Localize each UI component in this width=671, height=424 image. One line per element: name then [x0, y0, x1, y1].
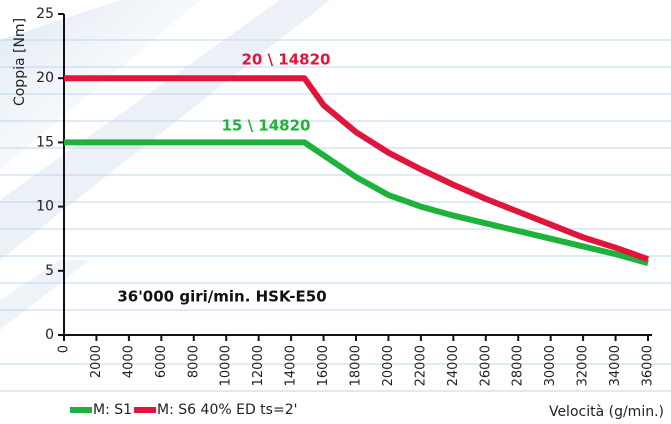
x-tick-label: 20000 [381, 345, 396, 386]
x-tick-label: 8000 [186, 345, 201, 378]
y-tick-label: 25 [36, 6, 54, 22]
y-tick-label: 15 [36, 134, 54, 150]
annotation: 36'000 giri/min. HSK-E50 [117, 288, 326, 306]
x-tick-label: 16000 [316, 345, 331, 386]
x-tick-label: 12000 [251, 345, 266, 386]
legend-label: M: S1 [93, 402, 132, 418]
x-tick-label: 14000 [284, 345, 299, 386]
x-tick-label: 28000 [511, 345, 526, 386]
annotation: 20 \ 14820 [242, 51, 331, 69]
y-tick-label: 5 [45, 263, 54, 279]
legend-label: M: S6 40% ED ts=2' [157, 402, 297, 418]
x-axis-label: Velocità (g/min.) [549, 404, 664, 420]
y-tick-label: 10 [36, 199, 54, 215]
y-tick-label: 20 [36, 70, 54, 86]
x-tick-label: 30000 [543, 345, 558, 386]
series-line [64, 75, 650, 263]
x-tick-label: 36000 [641, 345, 656, 386]
x-tick-label: 0 [57, 345, 72, 353]
x-tick-label: 10000 [219, 345, 234, 386]
y-tick-label: 0 [45, 327, 54, 343]
series-line [64, 139, 649, 266]
x-tick-label: 32000 [576, 345, 591, 386]
y-axis-label: Coppia [Nm] [12, 18, 28, 106]
x-tick-label: 2000 [89, 345, 104, 378]
x-tick-label: 24000 [446, 345, 461, 386]
x-tick-label: 4000 [121, 345, 136, 378]
x-tick-label: 6000 [154, 345, 169, 378]
x-tick-label: 34000 [608, 345, 623, 386]
background [0, 0, 671, 392]
x-tick-label: 22000 [413, 345, 428, 386]
x-tick-label: 26000 [478, 345, 493, 386]
x-tick-label: 18000 [349, 345, 364, 386]
annotation: 15 \ 14820 [222, 117, 311, 135]
